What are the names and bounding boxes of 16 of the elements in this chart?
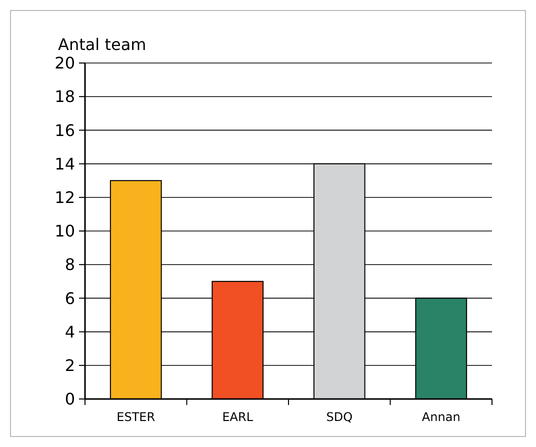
y-tick-label: 4 [64,322,75,342]
x-tick-label: Annan [422,410,460,424]
y-tick-label: 8 [64,255,75,274]
y-tick-label: 0 [64,390,75,409]
y-tick-label: 10 [54,222,75,241]
y-tick-label: 20 [54,54,75,73]
x-tick-label: ESTER [116,410,156,424]
y-tick-label: 12 [54,188,75,207]
x-tick-label: EARL [222,410,254,424]
y-tick-label: 14 [54,154,75,174]
x-tick-label: SDQ [326,410,353,424]
y-tick-label: 16 [54,120,75,140]
y-tick-label: 6 [64,288,75,308]
y-tick-label: 18 [54,87,75,106]
y-tick-label: 2 [64,356,75,375]
y-axis-title: Antal team [58,35,146,54]
